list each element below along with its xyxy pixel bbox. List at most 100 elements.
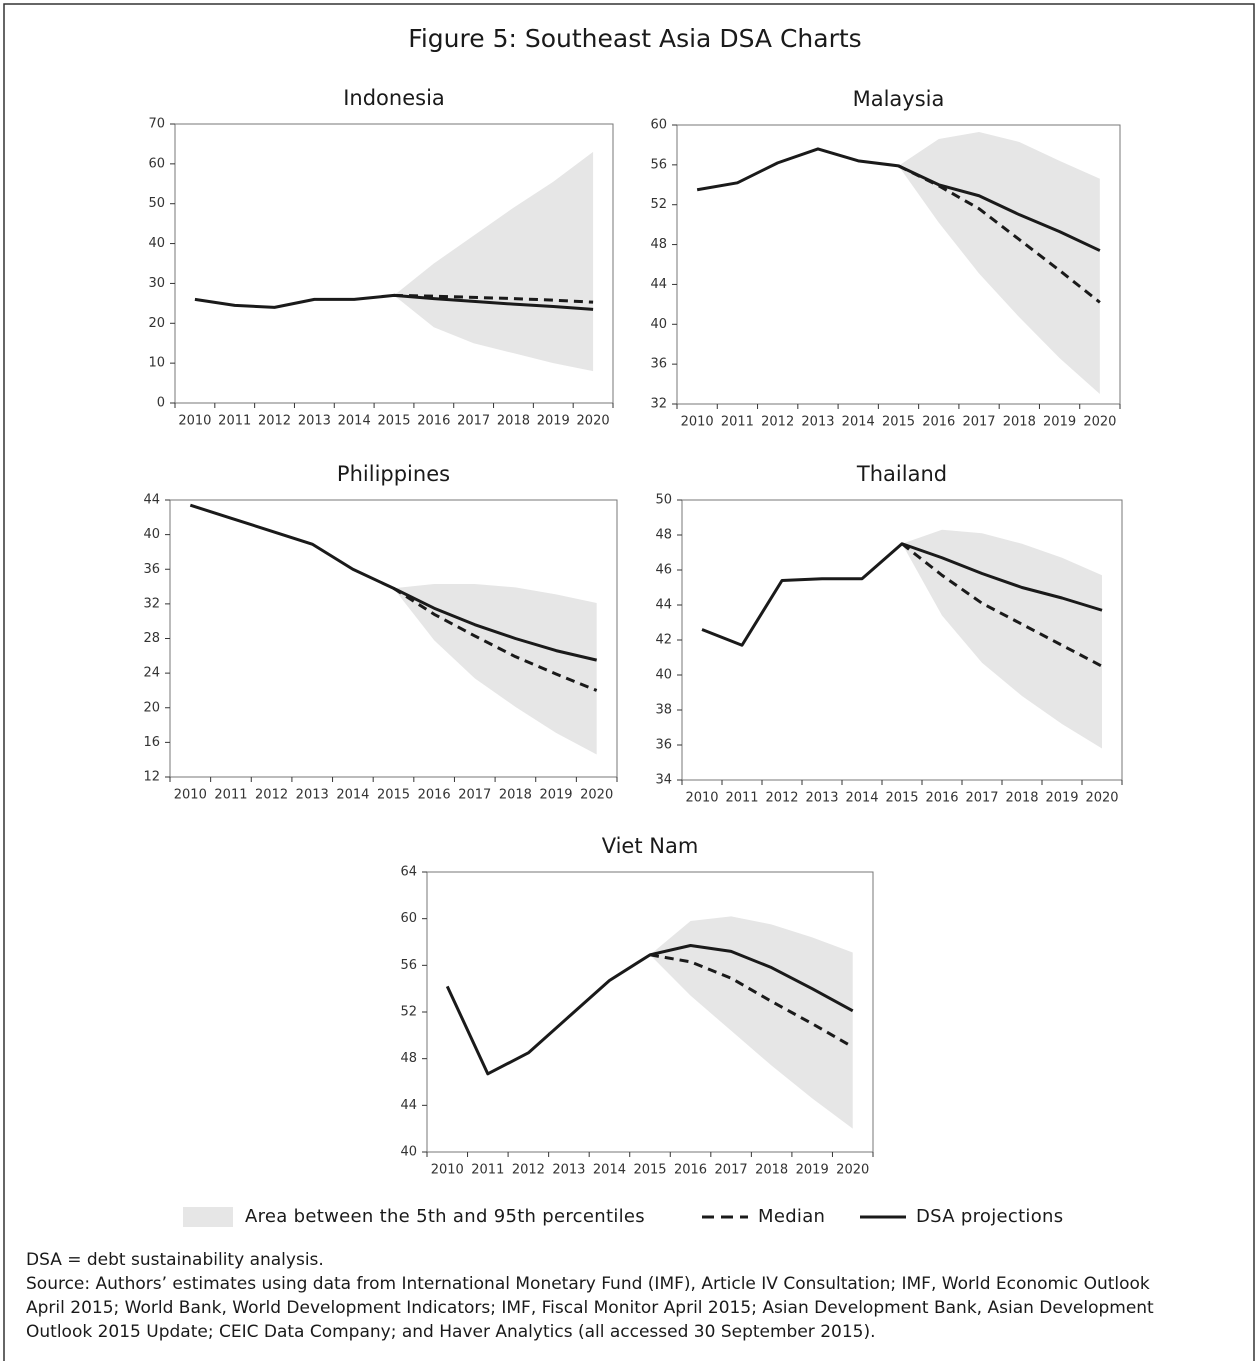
y-tick-label: 24 — [143, 666, 160, 681]
percentile-band — [650, 916, 853, 1129]
y-tick-label: 36 — [655, 738, 672, 753]
percentile-band — [902, 529, 1102, 749]
y-tick-label: 20 — [148, 316, 165, 331]
x-tick-label: 2015 — [633, 1163, 666, 1178]
x-tick-label: 2011 — [218, 414, 251, 429]
x-tick-label: 2020 — [577, 414, 610, 429]
x-tick-label: 2019 — [537, 414, 570, 429]
x-tick-label: 2020 — [836, 1163, 869, 1178]
x-tick-label: 2015 — [377, 414, 410, 429]
chart-title: Indonesia — [343, 86, 445, 110]
y-tick-label: 42 — [655, 633, 672, 648]
y-tick-label: 70 — [148, 117, 165, 132]
x-tick-label: 2017 — [715, 1163, 748, 1178]
x-tick-label: 2013 — [298, 414, 331, 429]
x-tick-label: 2011 — [471, 1163, 504, 1178]
x-tick-label: 2016 — [674, 1163, 707, 1178]
dsa-line — [696, 147, 1101, 252]
y-tick-label: 28 — [143, 631, 160, 646]
note: April 2015; World Bank, World Developmen… — [26, 1298, 1154, 1318]
y-tick-label: 50 — [655, 493, 672, 508]
y-tick-label: 40 — [650, 317, 667, 332]
plot-frame — [174, 123, 614, 404]
y-tick-label: 34 — [655, 773, 672, 788]
y-tick-label: 36 — [143, 562, 160, 577]
figure-title: Figure 5: Southeast Asia DSA Charts — [408, 24, 861, 53]
y-tick-label: 60 — [148, 156, 165, 171]
dsa-line — [445, 944, 854, 1076]
y-tick-label: 0 — [157, 396, 165, 411]
y-tick-label: 32 — [143, 596, 160, 611]
x-tick-label: 2017 — [965, 791, 998, 806]
chart-title: Viet Nam — [602, 834, 699, 858]
legend-label: DSA projections — [916, 1206, 1063, 1227]
y-tick-label: 50 — [148, 196, 165, 211]
x-tick-label: 2011 — [721, 415, 754, 430]
y-tick-label: 44 — [655, 598, 672, 613]
y-tick-label: 40 — [143, 527, 160, 542]
y-tick-label: 48 — [650, 237, 667, 252]
x-tick-label: 2012 — [255, 788, 288, 803]
y-tick-label: 16 — [143, 735, 160, 750]
y-tick-label: 20 — [143, 700, 160, 715]
y-tick-label: 60 — [400, 911, 417, 926]
x-tick-label: 2020 — [1083, 415, 1116, 430]
x-tick-label: 2011 — [725, 791, 758, 806]
x-tick-label: 2014 — [338, 414, 371, 429]
x-tick-label: 2016 — [925, 791, 958, 806]
x-tick-label: 2010 — [174, 788, 207, 803]
y-tick-label: 56 — [400, 958, 417, 973]
x-tick-label: 2015 — [882, 415, 915, 430]
x-tick-label: 2012 — [258, 414, 291, 429]
x-tick-label: 2010 — [178, 414, 211, 429]
y-tick-label: 40 — [400, 1145, 417, 1160]
percentile-band — [393, 583, 597, 755]
x-tick-label: 2019 — [1045, 791, 1078, 806]
dsa-line — [701, 542, 1103, 647]
x-tick-label: 2010 — [431, 1163, 464, 1178]
note: Outlook 2015 Update; CEIC Data Company; … — [26, 1322, 876, 1342]
x-tick-label: 2018 — [1003, 415, 1036, 430]
x-tick-label: 2019 — [1043, 415, 1076, 430]
x-tick-label: 2014 — [845, 791, 878, 806]
x-tick-label: 2014 — [336, 788, 369, 803]
x-tick-label: 2017 — [458, 788, 491, 803]
note: Source: Authors’ estimates using data fr… — [26, 1274, 1150, 1294]
median-line — [393, 293, 594, 304]
x-tick-label: 2015 — [377, 788, 410, 803]
x-tick-label: 2018 — [497, 414, 530, 429]
x-tick-label: 2020 — [580, 788, 613, 803]
y-tick-label: 64 — [400, 865, 417, 880]
y-tick-label: 30 — [148, 276, 165, 291]
x-tick-label: 2016 — [418, 788, 451, 803]
x-tick-label: 2018 — [1005, 791, 1038, 806]
x-tick-label: 2015 — [885, 791, 918, 806]
legend-label: Area between the 5th and 95th percentile… — [245, 1206, 645, 1227]
dsa-line — [189, 503, 598, 662]
y-tick-label: 48 — [400, 1051, 417, 1066]
x-tick-label: 2014 — [593, 1163, 626, 1178]
y-tick-label: 52 — [400, 1005, 417, 1020]
y-tick-label: 44 — [400, 1098, 417, 1113]
y-tick-label: 56 — [650, 157, 667, 172]
y-tick-label: 60 — [650, 118, 667, 133]
x-tick-label: 2012 — [512, 1163, 545, 1178]
y-tick-label: 10 — [148, 356, 165, 371]
x-tick-label: 2013 — [552, 1163, 585, 1178]
median-line — [649, 953, 854, 1049]
x-tick-label: 2016 — [922, 415, 955, 430]
legend-swatch — [183, 1207, 233, 1227]
x-tick-label: 2020 — [1085, 791, 1118, 806]
plot-frame — [676, 124, 1121, 405]
x-tick-label: 2017 — [457, 414, 490, 429]
x-tick-label: 2012 — [761, 415, 794, 430]
y-tick-label: 40 — [655, 668, 672, 683]
chart-title: Philippines — [337, 462, 450, 486]
x-tick-label: 2017 — [962, 415, 995, 430]
note: DSA = debt sustainability analysis. — [26, 1250, 324, 1270]
percentile-band — [394, 151, 594, 372]
chart-title: Thailand — [856, 462, 947, 486]
y-tick-label: 46 — [655, 563, 672, 578]
